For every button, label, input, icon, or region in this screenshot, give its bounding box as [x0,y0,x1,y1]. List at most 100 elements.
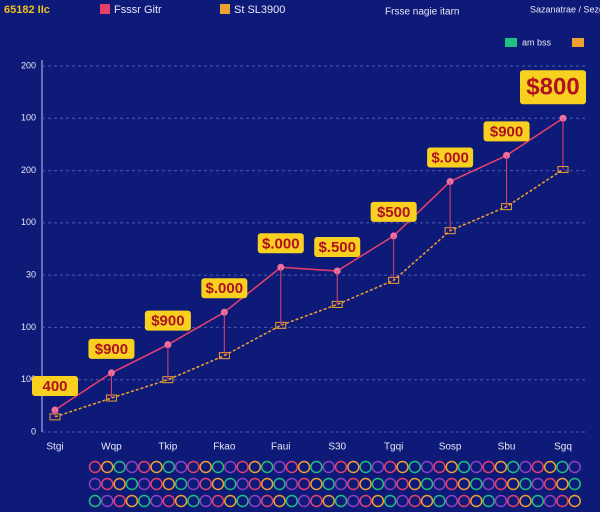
icon [322,494,335,508]
icon [457,494,471,508]
icon [334,494,348,508]
icon [113,477,126,491]
chart-note: Sazanatrae / Sezgz zisaz [530,4,600,14]
icon [174,494,188,508]
y-tick-label: 30 [26,270,36,280]
icon [383,477,397,491]
icon [236,477,249,491]
icon [347,477,360,491]
icon [236,494,249,508]
icon [445,494,458,508]
icon [470,460,483,474]
icon [273,460,286,474]
icon [347,494,360,508]
icon [543,477,557,491]
side-legend: am bss [522,37,552,47]
icon [285,477,299,491]
icon [297,494,311,508]
icon [531,494,545,508]
icon [408,494,422,508]
icon [396,477,409,491]
icon [359,460,372,474]
icon [248,460,262,474]
y-tick-label: 100 [21,374,36,384]
y-tick-label: 200 [21,165,36,175]
callout-box [314,236,361,257]
series-line [54,117,564,411]
icon [310,494,323,508]
icon [88,494,102,508]
icon [199,477,212,491]
callout-box [483,121,530,142]
callout-box [427,147,474,168]
x-tick-label: S30 [328,442,346,453]
callout-label: $900 [151,313,184,330]
icon [519,460,532,474]
icon [445,460,458,474]
icon [101,460,114,474]
icon [383,494,397,508]
x-tick-label: Sgq [554,442,572,453]
icon [248,477,262,491]
icon [420,494,434,508]
icon [125,460,139,474]
chart-title: 65182 IIc [4,4,50,16]
legend-label: St SL3900 [234,4,285,16]
icon [236,460,249,474]
icon [531,477,545,491]
icon [211,460,225,474]
icon [162,477,176,491]
icon [285,460,299,474]
icon [568,494,581,508]
icon [556,477,569,491]
icon [371,494,385,508]
x-tick-label: Tgqi [384,442,403,453]
icon [310,477,323,491]
icon [187,494,200,508]
icon [248,494,262,508]
callout-box [201,278,248,299]
chart-subtitle: Frsse nagie itarn [385,7,459,18]
icon [224,477,237,491]
icon [150,477,163,491]
icon [494,477,508,491]
icon [260,494,274,508]
icon [420,477,434,491]
icon [359,494,372,508]
icon [297,477,311,491]
icon [433,460,446,474]
icon [310,460,323,474]
x-tick-label: Stgi [46,442,63,453]
icon [273,477,286,491]
legend-swatch [100,4,110,14]
icon [494,460,508,474]
icon [137,494,151,508]
icon [211,494,225,508]
icon [150,460,163,474]
callout-label: $900 [95,341,128,358]
icon [445,477,458,491]
y-tick-label: 100 [21,217,36,227]
series-line [54,168,564,418]
icon [543,460,557,474]
x-tick-label: Tkip [158,442,177,453]
icon [543,494,557,508]
icon [322,460,335,474]
icon [531,460,545,474]
icon [174,460,188,474]
icon [506,494,520,508]
callout-box [88,338,135,359]
icon [162,494,176,508]
callout-label: $.000 [206,280,244,297]
icon-rows [88,460,581,508]
y-tick-label: 100 [21,322,36,332]
callout-box [520,70,586,105]
icon [334,477,348,491]
x-tick-label: Faui [271,442,290,453]
icon [187,460,200,474]
icon [568,477,581,491]
callout-label: $.000 [262,235,300,252]
icon [174,477,188,491]
icon [113,460,126,474]
